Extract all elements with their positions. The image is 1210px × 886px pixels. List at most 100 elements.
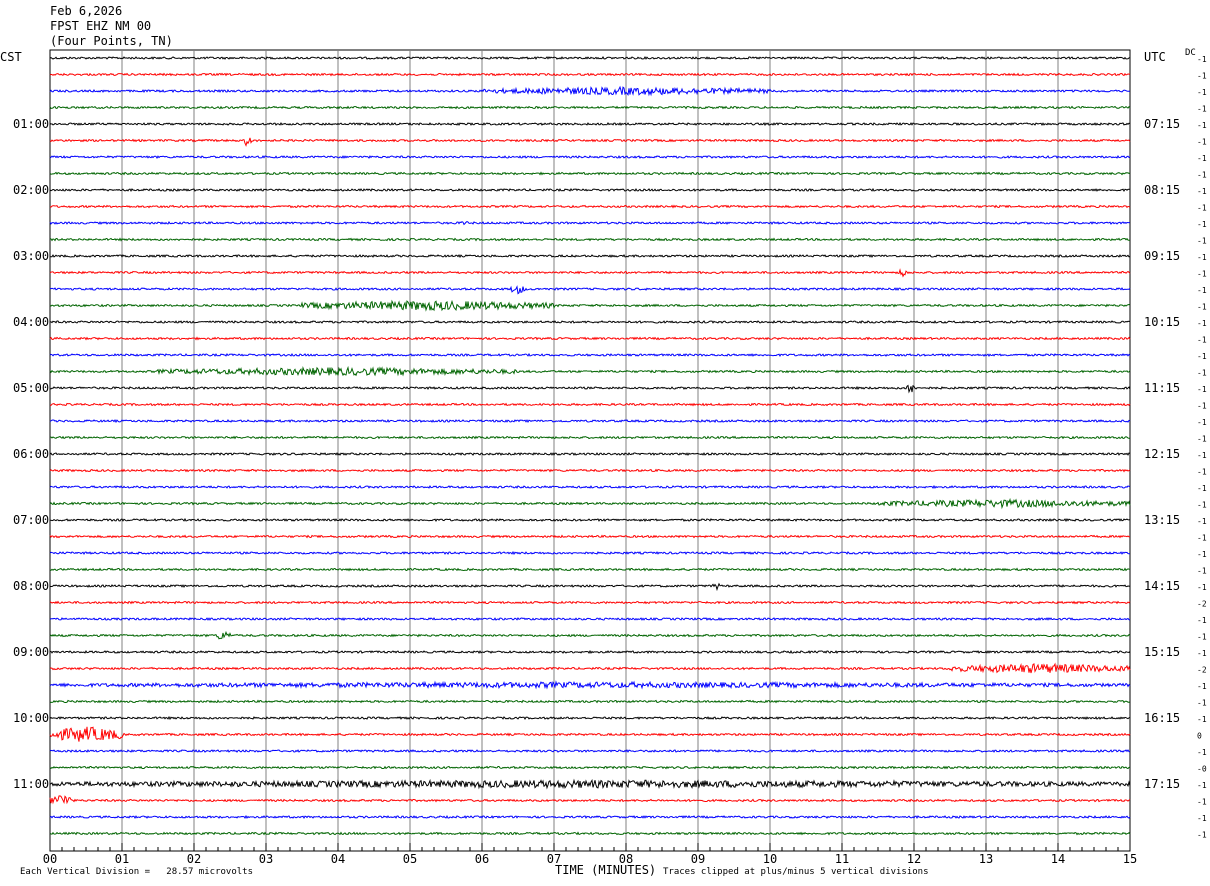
header-station: FPST EHZ NM 00 — [50, 19, 152, 33]
trace-20 — [49, 365, 1131, 377]
trace-48 — [49, 831, 1131, 836]
trace-38 — [49, 662, 1131, 674]
left-hour-label-0600: 06:00 — [13, 447, 49, 461]
dc-offset-28: -1 — [1197, 501, 1207, 510]
trace-35 — [49, 617, 1131, 622]
dc-offset-14: -1 — [1197, 270, 1207, 279]
dc-offset-31: -1 — [1197, 550, 1207, 559]
right-hour-label-1715: 17:15 — [1144, 777, 1180, 791]
trace-36 — [49, 630, 1131, 640]
dc-offset-23: -1 — [1197, 418, 1207, 427]
right-hour-label-1015: 10:15 — [1144, 315, 1180, 329]
right-hour-label-1315: 13:15 — [1144, 513, 1180, 527]
x-tick-label-03: 03 — [259, 852, 273, 866]
trace-45 — [49, 778, 1131, 790]
right-hour-label-1215: 12:15 — [1144, 447, 1180, 461]
left-timezone-label: CST — [0, 50, 22, 64]
clip-note: Traces clipped at plus/minus 5 vertical … — [663, 867, 929, 877]
dc-offset-9: -1 — [1197, 187, 1207, 196]
dc-offset-29: -1 — [1197, 517, 1207, 526]
dc-offset-3: -1 — [1197, 88, 1207, 97]
trace-15 — [49, 285, 1131, 295]
dc-offset-30: -1 — [1197, 534, 1207, 543]
trace-10 — [49, 204, 1131, 209]
trace-28 — [49, 497, 1131, 510]
left-hour-label-0900: 09:00 — [13, 645, 49, 659]
trace-13 — [50, 253, 1131, 259]
trace-19 — [49, 352, 1131, 358]
trace-22 — [49, 402, 1131, 407]
trace-31 — [49, 550, 1130, 556]
trace-6 — [49, 137, 1131, 147]
x-tick-label-14: 14 — [1051, 852, 1065, 866]
dc-offset-5: -1 — [1197, 121, 1207, 130]
trace-3 — [49, 85, 1130, 97]
dc-offset-2: -1 — [1197, 72, 1207, 81]
dc-offset-12: -1 — [1197, 237, 1207, 246]
trace-16 — [49, 299, 1131, 312]
trace-26 — [49, 468, 1131, 473]
dc-offset-16: -1 — [1197, 303, 1207, 312]
trace-34 — [49, 600, 1131, 605]
dc-offset-17: -1 — [1197, 319, 1207, 328]
dc-offset-21: -1 — [1197, 385, 1207, 394]
dc-offset-22: -1 — [1197, 402, 1207, 411]
trace-14 — [49, 268, 1131, 278]
x-tick-label-07: 07 — [547, 852, 561, 866]
right-hour-label-0915: 09:15 — [1144, 249, 1180, 263]
left-hour-label-0500: 05:00 — [13, 381, 49, 395]
x-tick-label-02: 02 — [187, 852, 201, 866]
right-hour-label-1515: 15:15 — [1144, 645, 1180, 659]
x-tick-label-09: 09 — [691, 852, 705, 866]
dc-offset-7: -1 — [1197, 154, 1207, 163]
plot-frame — [49, 49, 1131, 852]
trace-18 — [49, 336, 1131, 341]
trace-37 — [49, 649, 1131, 655]
x-tick-label-06: 06 — [475, 852, 489, 866]
right-hour-label-1415: 14:15 — [1144, 579, 1180, 593]
dc-offset-33: -1 — [1197, 583, 1207, 592]
trace-27 — [49, 484, 1131, 490]
x-tick-label-05: 05 — [403, 852, 417, 866]
trace-42 — [49, 726, 1131, 742]
dc-offset-48: -1 — [1197, 831, 1207, 840]
dc-offset-42: 0 — [1197, 732, 1202, 741]
dc-offset-32: -1 — [1197, 567, 1207, 576]
dc-offset-46: -1 — [1197, 798, 1207, 807]
right-hour-label-0815: 08:15 — [1144, 183, 1180, 197]
trace-23 — [49, 418, 1131, 424]
trace-25 — [49, 452, 1131, 457]
dc-offset-13: -1 — [1197, 253, 1207, 262]
dc-offset-26: -1 — [1197, 468, 1207, 477]
dc-offset-43: -1 — [1197, 748, 1207, 757]
dc-offset-37: -1 — [1197, 649, 1207, 658]
trace-43 — [49, 749, 1131, 753]
dc-offset-38: -2 — [1197, 666, 1207, 675]
x-tick-label-11: 11 — [835, 852, 849, 866]
dc-offset-11: -1 — [1197, 220, 1207, 229]
left-hour-label-0100: 01:00 — [13, 117, 49, 131]
left-hour-label-1000: 10:00 — [13, 711, 49, 725]
dc-offset-35: -1 — [1197, 616, 1207, 625]
dc-offset-19: -1 — [1197, 352, 1207, 361]
trace-24 — [49, 435, 1131, 440]
trace-39 — [49, 680, 1131, 690]
dc-offset-39: -1 — [1197, 682, 1207, 691]
trace-7 — [49, 154, 1131, 159]
dc-offset-41: -1 — [1197, 715, 1207, 724]
dc-offset-1: -1 — [1197, 55, 1207, 64]
dc-offset-4: -1 — [1197, 105, 1207, 114]
trace-12 — [49, 237, 1131, 242]
trace-33 — [49, 582, 1131, 592]
left-hour-label-0700: 07:00 — [13, 513, 49, 527]
trace-21 — [49, 384, 1131, 394]
dc-label: DC — [1185, 48, 1196, 58]
x-tick-label-12: 12 — [907, 852, 921, 866]
header-date: Feb 6,2026 — [50, 4, 123, 18]
dc-offset-20: -1 — [1197, 369, 1207, 378]
left-hour-label-1100: 11:00 — [13, 777, 49, 791]
dc-offset-45: -1 — [1197, 781, 1207, 790]
trace-2 — [49, 72, 1131, 77]
x-tick-label-08: 08 — [619, 852, 633, 866]
trace-4 — [49, 105, 1131, 110]
